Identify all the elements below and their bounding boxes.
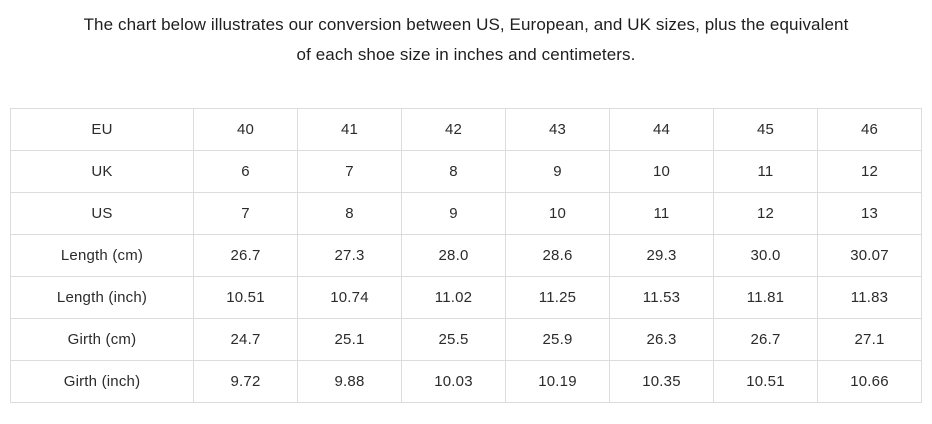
- table-row: EU 40 41 42 43 44 45 46: [10, 108, 922, 151]
- table-cell: 25.9: [505, 318, 610, 361]
- table-cell: 12: [713, 192, 818, 235]
- table-cell: 26.7: [713, 318, 818, 361]
- table-cell: 30.0: [713, 234, 818, 277]
- row-label: Length (inch): [10, 276, 194, 319]
- table-row: Girth (cm) 24.7 25.1 25.5 25.9 26.3 26.7 27.1: [10, 318, 922, 361]
- table-caption: The chart below illustrates our conversi…: [10, 10, 922, 70]
- row-label: UK: [10, 150, 194, 193]
- table-cell: 46: [817, 108, 922, 151]
- size-conversion-table-body: EU 40 41 42 43 44 45 46 UK 6 7 8 9 10 11 12 US 7 8 9 10 11 12 1…: [10, 108, 922, 403]
- table-cell: 10.19: [505, 360, 610, 403]
- table-cell: 10: [505, 192, 610, 235]
- table-cell: 9.88: [297, 360, 402, 403]
- table-cell: 26.7: [193, 234, 298, 277]
- table-cell: 25.1: [297, 318, 402, 361]
- table-cell: 29.3: [609, 234, 714, 277]
- table-cell: 11.81: [713, 276, 818, 319]
- table-cell: 10.66: [817, 360, 922, 403]
- table-cell: 13: [817, 192, 922, 235]
- table-cell: 6: [193, 150, 298, 193]
- table-cell: 27.3: [297, 234, 402, 277]
- table-row: US 7 8 9 10 11 12 13: [10, 192, 922, 235]
- row-label: Girth (cm): [10, 318, 194, 361]
- table-cell: 11.25: [505, 276, 610, 319]
- table-cell: 10.35: [609, 360, 714, 403]
- table-row: Length (inch) 10.51 10.74 11.02 11.25 11.53 11…: [10, 276, 922, 319]
- table-cell: 11.53: [609, 276, 714, 319]
- table-cell: 27.1: [817, 318, 922, 361]
- caption-line-1: The chart below illustrates our conversi…: [83, 15, 849, 34]
- table-row: Girth (inch) 9.72 9.88 10.03 10.19 10.35 10.51…: [10, 360, 922, 403]
- table-cell: 10: [609, 150, 714, 193]
- table-row: UK 6 7 8 9 10 11 12: [10, 150, 922, 193]
- row-label: EU: [10, 108, 194, 151]
- table-cell: 41: [297, 108, 402, 151]
- row-label: Girth (inch): [10, 360, 194, 403]
- table-cell: 10.51: [713, 360, 818, 403]
- caption-line-2: of each shoe size in inches and centimet…: [296, 45, 636, 64]
- table-cell: 11.02: [401, 276, 506, 319]
- table-cell: 9: [505, 150, 610, 193]
- table-cell: 25.5: [401, 318, 506, 361]
- table-cell: 30.07: [817, 234, 922, 277]
- table-cell: 45: [713, 108, 818, 151]
- row-label: US: [10, 192, 194, 235]
- table-cell: 10.03: [401, 360, 506, 403]
- table-cell: 7: [297, 150, 402, 193]
- table-cell: 43: [505, 108, 610, 151]
- table-cell: 7: [193, 192, 298, 235]
- table-cell: 42: [401, 108, 506, 151]
- size-conversion-table: EU 40 41 42 43 44 45 46 UK 6 7 8 9 10 11 12 US 7 8 9 10 11 12 1…: [10, 108, 922, 403]
- table-cell: 8: [401, 150, 506, 193]
- table-cell: 24.7: [193, 318, 298, 361]
- table-cell: 11: [713, 150, 818, 193]
- table-cell: 44: [609, 108, 714, 151]
- table-cell: 10.51: [193, 276, 298, 319]
- row-label: Length (cm): [10, 234, 194, 277]
- table-cell: 28.6: [505, 234, 610, 277]
- table-row: Length (cm) 26.7 27.3 28.0 28.6 29.3 30.0 30.07: [10, 234, 922, 277]
- table-cell: 40: [193, 108, 298, 151]
- table-cell: 28.0: [401, 234, 506, 277]
- table-cell: 12: [817, 150, 922, 193]
- table-cell: 11: [609, 192, 714, 235]
- table-cell: 9: [401, 192, 506, 235]
- table-cell: 26.3: [609, 318, 714, 361]
- table-cell: 10.74: [297, 276, 402, 319]
- table-cell: 11.83: [817, 276, 922, 319]
- table-cell: 9.72: [193, 360, 298, 403]
- table-cell: 8: [297, 192, 402, 235]
